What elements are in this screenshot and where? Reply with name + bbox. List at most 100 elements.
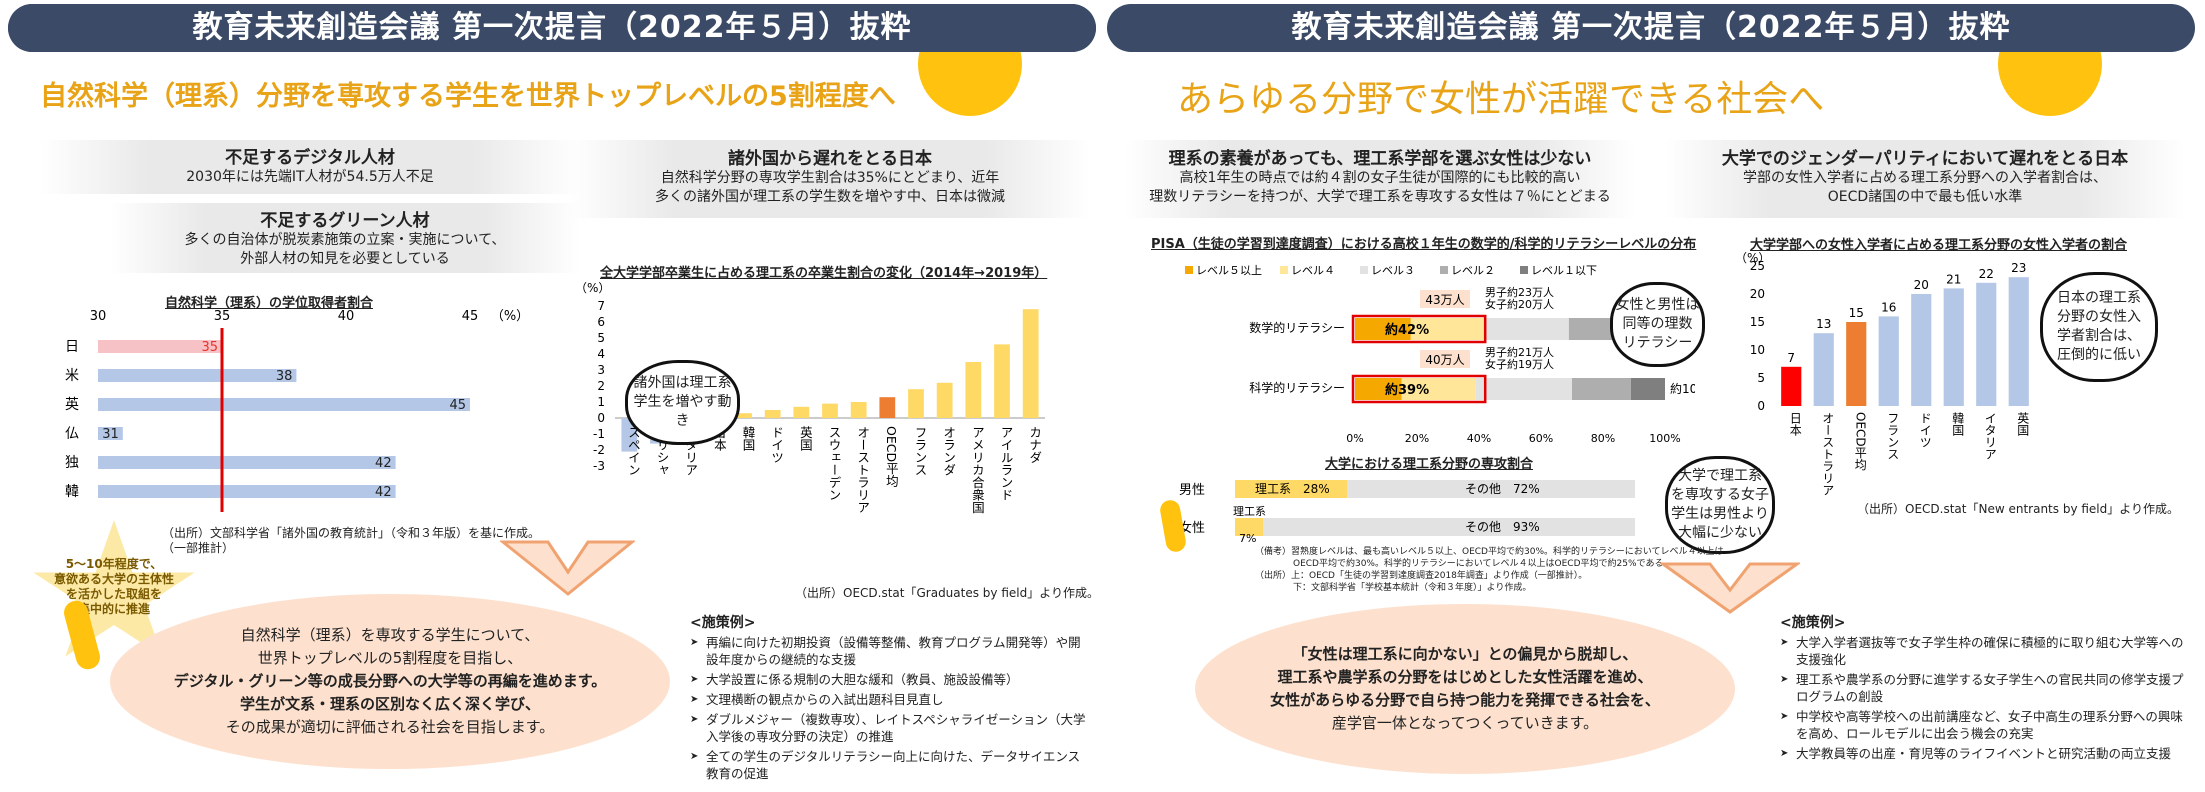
chart5-bar (1911, 294, 1932, 406)
science-box: 理系の素養があっても、理工系学部を選ぶ女性は少ない 高校1年生の時点では約４割の… (1125, 140, 1635, 218)
chart2-ytick: 2 (597, 379, 605, 393)
chart1-bar (98, 340, 222, 353)
chart2-ytick: 3 (597, 363, 605, 377)
right-title-bar: 教育未来創造会議 第一次提言（2022年５月）抜粋 (1107, 4, 2195, 52)
digital-box: 不足するデジタル人材 2030年には先端IT人材が54.5万人不足 (40, 140, 580, 194)
chart3-legend-swatch (1280, 266, 1288, 274)
chart4-bar-science (1235, 518, 1263, 536)
source-1: （出所）文部科学省「諸外国の教育統計」（令和３年版）を基に作成。 (162, 526, 541, 540)
chart3-male-label: 男子約23万人 (1485, 285, 1554, 299)
chart5-value-label: 13 (1816, 317, 1831, 331)
chart5-bar (1813, 333, 1834, 406)
right-bubble2-line-3: 学者割合は、 (2057, 328, 2141, 344)
chart5-ytick: 20 (1750, 287, 1765, 301)
chart2-ylabel: （%） (575, 281, 610, 295)
chart3-legend-swatch (1440, 266, 1448, 274)
chart2-category: オーストラリア (855, 426, 870, 514)
chart5-value-label: 16 (1881, 300, 1896, 314)
chart5-category: 日本 (1788, 412, 1802, 437)
chart3-xtick: 80% (1591, 432, 1615, 445)
left-policy-item: ダブルメジャー（複数専攻）、レイトスペシャライゼーション（大学入学後の専攻分野の… (690, 711, 1090, 745)
chart5-bar (1878, 316, 1899, 406)
chart1-category: 韓 (65, 484, 79, 500)
chart5-bar (1976, 282, 1997, 406)
chart3-count-box (1420, 290, 1470, 308)
right-policy-item: 理工系や農学系の分野に進学する女子学生への官民共同の修学支援プログラムの創設 (1780, 671, 2185, 705)
chart5-ytick: 25 (1750, 259, 1765, 273)
source-2: （出所）OECD.stat「Graduates by field」より作成。 (795, 586, 1099, 600)
chart3-legend-label: レベル４ (1291, 264, 1335, 277)
right-bubble3-line-2: を専攻する女子 (1671, 487, 1769, 503)
chart5-category: オーストラリア (1821, 412, 1835, 496)
note-4: 下：文部科学省「学校基本統計（令和３年度）」より作成。 (1293, 583, 1532, 593)
chart3-count-label: 40万人 (1425, 353, 1464, 367)
right-bubble-3: 大学で理工系 を専攻する女子 学生は男性より 大幅に少ない (1665, 456, 1775, 554)
chart1-xtick: 45 (462, 309, 479, 324)
right-bubble3-line-1: 大学で理工系 (1678, 468, 1762, 484)
chart5-value-label: 21 (1946, 272, 1961, 286)
chart2-bar (879, 397, 896, 418)
left-bubble-line-1: 諸外国は理工系 (633, 375, 732, 391)
right-policy-box: <施策例> 大学入学者選抜等で女子学生枠の確保に積極的に取り組む大学等への支援強… (1780, 612, 2185, 765)
left-policy-item: 全ての学生のデジタルリテラシー向上に向けた、データサイエンス教育の促進 (690, 748, 1090, 782)
chart2-ytick: 4 (597, 347, 605, 361)
chart4-label: その他 72% (1465, 482, 1540, 496)
chart1-value-label: 42 (375, 456, 392, 471)
gender-box: 大学でのジェンダーパリティにおいて遅れをとる日本 学部の女性入学者に占める理工系… (1665, 140, 2185, 218)
chart1-value-label: 45 (449, 398, 466, 413)
chart5-svg: （%） 0 5 10 15 20 25 7 日本 13 オーストラリア 15 OECD平均 16 フランス 2… (1735, 252, 2030, 496)
right-bubble3-line-3: 学生は男性より (1671, 506, 1769, 522)
right-goal-ellipse: 「女性は理工系に向かない」との偏見から脱却し、 理工系や農学系の分野をはじめとし… (1195, 604, 1735, 774)
right-bubble2-line-4: 圧倒的に低い (2057, 347, 2141, 363)
left-bubble: 諸外国は理工系 学生を増やす動き (625, 360, 740, 445)
chart3-legend-swatch (1360, 266, 1368, 274)
chart3-legend-swatch (1185, 266, 1193, 274)
chart3-xtick: 60% (1529, 432, 1553, 445)
behind-text-1: 自然科学分野の専攻学生割合は35%にとどまり、近年 (660, 170, 1000, 186)
chart3-count-box (1420, 350, 1470, 368)
left-goal-5: その成果が適切に評価される社会を目指します。 (225, 718, 555, 736)
star-line-2: 意欲ある大学の主体性 (54, 572, 175, 586)
left-policy-item: 再編に向けた初期投資（設備等整備、教育プログラム開発等）や開設年度からの継続的な… (690, 634, 1090, 668)
chart2-bar (994, 344, 1010, 418)
chart2-bar (936, 382, 953, 418)
chart4-category: 男性 (1179, 483, 1205, 498)
chart2-category: オランダ (941, 426, 956, 476)
chart5-ylabel: （%） (1735, 252, 1770, 265)
chart3-female-label: 女子約19万人 (1485, 357, 1554, 371)
chart2-bar (764, 410, 781, 418)
chart1-unit: （%） (491, 309, 529, 324)
chart3-bar (1355, 318, 1411, 340)
left-chevron (500, 540, 635, 596)
gender-title: 大学でのジェンダーパリティにおいて遅れをとる日本 (1721, 149, 2129, 169)
chart5-category: OECD平均 (1853, 412, 1867, 471)
chart1-value-label: 38 (276, 369, 293, 384)
left-policy-list: 再編に向けた初期投資（設備等整備、教育プログラム開発等）や開設年度からの継続的な… (690, 634, 1090, 782)
chart2-bar (908, 389, 924, 418)
chart4-label: 理工系 28% (1255, 482, 1330, 496)
chart2-bar (793, 406, 810, 418)
chart3-xtick: 20% (1405, 432, 1429, 445)
chart3-female-label: 女子約20万人 (1485, 297, 1554, 311)
chart5-ytick: 10 (1750, 343, 1765, 357)
science-text-1: 高校1年生の時点では約４割の女子生徒が国際的にも比較的高い (1179, 170, 1581, 186)
chart1-bar (98, 485, 396, 498)
chart2-ytick: 6 (597, 315, 605, 329)
chart4-label: 7% (1239, 532, 1256, 545)
green-text-1: 多くの自治体が脱炭素施策の立案・実施について、 (184, 232, 506, 248)
chart3-legend-label: レベル１以下 (1531, 264, 1597, 277)
chart5-title: 大学学部への女性入学者に占める理工系分野の女性入学者の割合 (1750, 238, 2128, 253)
left-policy-item: 大学設置に係る規制の大胆な緩和（教員、施設設備等） (690, 671, 1090, 688)
digital-title: 不足するデジタル人材 (225, 148, 395, 168)
chart1-bar (98, 398, 470, 411)
chart1-category: 仏 (65, 426, 79, 442)
chart2-ytick: 5 (597, 331, 605, 345)
chart2-category: ドイツ (769, 426, 784, 464)
chart5-value-label: 23 (2011, 261, 2026, 275)
science-title: 理系の素養があっても、理工系学部を選ぶ女性は少ない (1168, 149, 1592, 169)
science-text-2: 理数リテラシーを持つが、大学で理工系を専攻する女性は７％にとどまる (1149, 189, 1611, 205)
chart4-bar-other (1263, 518, 1635, 536)
chart5-category: 英国 (2016, 412, 2030, 436)
